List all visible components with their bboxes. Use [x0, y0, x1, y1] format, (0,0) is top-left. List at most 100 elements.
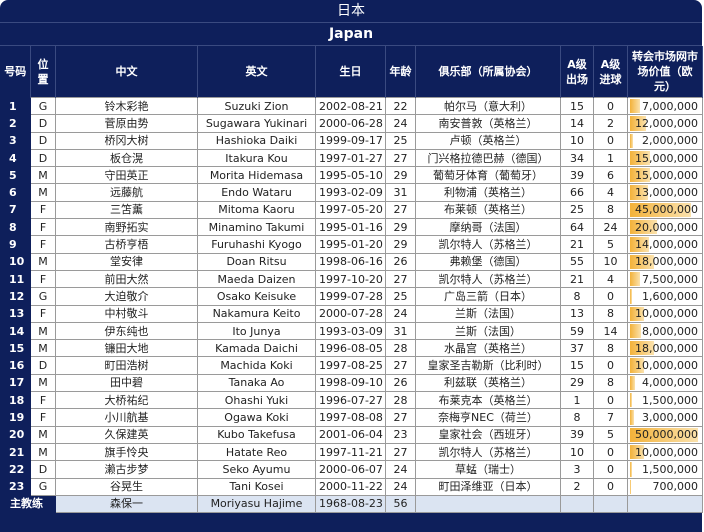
player-market-value: 700,000: [627, 477, 703, 496]
player-number: 18: [0, 391, 31, 410]
player-goals: 8: [593, 200, 628, 220]
player-number: 1: [0, 96, 31, 116]
player-english-name: Nakamura Keito: [197, 304, 316, 323]
header-chinese: 中文: [55, 46, 198, 98]
player-position: G: [30, 287, 56, 306]
player-position: M: [30, 442, 56, 462]
player-club: 葡萄牙体育（葡萄牙）: [415, 166, 561, 185]
player-english-name: Kubo Takefusa: [197, 425, 316, 444]
value-bar: [630, 133, 633, 148]
header-value: 转会市场网市场价值（欧元）: [627, 46, 703, 98]
player-goals: 1: [593, 148, 628, 168]
value-text: 12,000,000: [635, 116, 698, 130]
player-age: 25: [385, 287, 416, 306]
value-bar: [630, 116, 647, 131]
player-club: 奈梅亨NEC（荷兰）: [415, 408, 561, 427]
player-market-value: 3,000,000: [627, 408, 703, 427]
coach-row: 主教练 森保一 Moriyasu Hajime 1968-08-23 56: [0, 494, 703, 514]
player-age: 28: [385, 391, 416, 410]
player-caps: 29: [560, 373, 594, 393]
player-number: 23: [0, 477, 31, 496]
player-age: 24: [385, 114, 416, 133]
player-goals: 24: [593, 218, 628, 237]
player-english-name: Seko Ayumu: [197, 460, 316, 479]
value-bar: [630, 375, 636, 391]
player-row: 6 M 远藤航 Endo Wataru 1993-02-09 31 利物浦（英格兰） 66 4 1…: [0, 183, 703, 202]
player-row: 18 F 大桥祐纪 Ohashi Yuki 1996-07-27 28 布莱克本（英格兰） 1…: [0, 391, 703, 410]
player-english-name: Ito Junya: [197, 321, 316, 341]
player-caps: 55: [560, 252, 594, 271]
player-row: 22 D 濑古步梦 Seko Ayumu 2000-06-07 24 草蜢（瑞士） 3 0 1,5…: [0, 460, 703, 479]
player-club: 兰斯（法国）: [415, 321, 561, 341]
player-number: 3: [0, 131, 31, 150]
coach-age: 56: [385, 494, 416, 514]
player-chinese-name: 中村敬斗: [55, 304, 198, 323]
player-row: 15 M 镰田大地 Kamada Daichi 1996-08-05 28 水晶宫（英格兰）…: [0, 339, 703, 358]
player-chinese-name: 大迫敬介: [55, 287, 198, 306]
player-market-value: 8,000,000: [627, 321, 703, 341]
player-english-name: Mitoma Kaoru: [197, 200, 316, 220]
player-row: 23 G 谷晃生 Tani Kosei 2000-11-22 24 町田泽维亚（日本） 2 0 7…: [0, 477, 703, 496]
player-caps: 66: [560, 183, 594, 202]
value-text: 10,000,000: [635, 445, 698, 459]
player-caps: 21: [560, 235, 594, 254]
player-caps: 3: [560, 460, 594, 479]
player-goals: 0: [593, 131, 628, 150]
coach-goals-empty: [593, 494, 628, 514]
player-chinese-name: 伊东纯也: [55, 321, 198, 341]
value-bar: [630, 393, 633, 408]
player-club: 凯尔特人（苏格兰）: [415, 269, 561, 289]
player-market-value: 13,000,000: [627, 183, 703, 202]
player-age: 27: [385, 200, 416, 220]
coach-club-empty: [415, 494, 561, 514]
value-text: 700,000: [652, 480, 699, 494]
value-bar: [630, 479, 631, 494]
player-english-name: Kamada Daichi: [197, 339, 316, 358]
player-goals: 0: [593, 96, 628, 116]
player-goals: 4: [593, 183, 628, 202]
player-age: 27: [385, 269, 416, 289]
player-birthday: 1997-10-20: [315, 269, 386, 289]
player-position: D: [30, 148, 56, 168]
player-birthday: 1997-11-21: [315, 442, 386, 462]
player-chinese-name: 古桥亨梧: [55, 235, 198, 254]
player-birthday: 1995-01-16: [315, 218, 386, 237]
player-position: M: [30, 252, 56, 271]
player-chinese-name: 田中碧: [55, 373, 198, 393]
player-english-name: Tanaka Ao: [197, 373, 316, 393]
player-goals: 10: [593, 252, 628, 271]
player-market-value: 10,000,000: [627, 442, 703, 462]
player-birthday: 1995-05-10: [315, 166, 386, 185]
player-row: 12 G 大迫敬介 Osako Keisuke 1999-07-28 25 广岛三箭（日本）…: [0, 287, 703, 306]
coach-chinese-name: 森保一: [55, 494, 198, 514]
player-birthday: 1996-08-05: [315, 339, 386, 358]
player-age: 29: [385, 166, 416, 185]
player-row: 8 F 南野拓实 Minamino Takumi 1995-01-16 29 摩纳哥（法国）…: [0, 218, 703, 237]
player-club: 凯尔特人（苏格兰）: [415, 235, 561, 254]
player-number: 22: [0, 460, 31, 479]
player-age: 28: [385, 339, 416, 358]
table-title: 日本: [0, 0, 702, 23]
player-english-name: Sugawara Yukinari: [197, 114, 316, 133]
value-bar: [630, 358, 644, 373]
player-number: 17: [0, 373, 31, 393]
player-market-value: 18,000,000: [627, 252, 703, 271]
player-goals: 8: [593, 304, 628, 323]
player-chinese-name: 镰田大地: [55, 339, 198, 358]
player-number: 5: [0, 166, 31, 185]
player-row: 21 M 旗手怜央 Hatate Reo 1997-11-21 27 凯尔特人（苏格兰） 10…: [0, 442, 703, 462]
player-number: 12: [0, 287, 31, 306]
player-birthday: 1999-07-28: [315, 287, 386, 306]
player-position: M: [30, 425, 56, 444]
coach-caps-empty: [560, 494, 594, 514]
player-number: 21: [0, 442, 31, 462]
player-club: 利兹联（英格兰）: [415, 373, 561, 393]
player-age: 24: [385, 477, 416, 496]
coach-value-empty: [627, 494, 703, 514]
value-text: 2,000,000: [642, 134, 698, 148]
player-birthday: 2000-06-28: [315, 114, 386, 133]
player-english-name: Ohashi Yuki: [197, 391, 316, 410]
value-bar: [630, 150, 651, 166]
player-caps: 15: [560, 356, 594, 375]
player-chinese-name: 濑古步梦: [55, 460, 198, 479]
